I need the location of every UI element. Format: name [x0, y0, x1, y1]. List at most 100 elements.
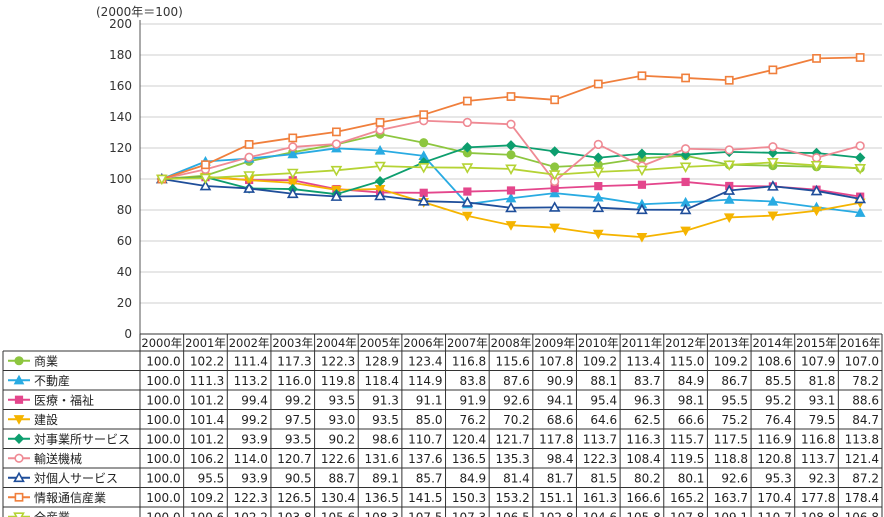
x-tick-label: 2016年: [840, 336, 881, 350]
data-label: 163.7: [714, 491, 748, 505]
data-label: 115.7: [670, 432, 704, 446]
data-table: 2000年 2001年 2002年 2003年 2004年 2005年 2006年 2007年…: [2, 333, 883, 517]
data-label: 106.5: [495, 510, 529, 517]
data-point: [374, 144, 386, 155]
data-label: 131.6: [365, 452, 399, 466]
data-label: 115.0: [670, 354, 704, 368]
data-label: 121.7: [495, 432, 529, 446]
data-point: [767, 158, 779, 169]
data-point: [419, 110, 429, 120]
data-point: [461, 163, 474, 174]
legend-label: 商業: [34, 353, 58, 368]
y-tick-label: 160: [109, 79, 132, 93]
data-label: 109.2: [714, 354, 748, 368]
data-point: [550, 95, 560, 105]
data-label: 79.5: [809, 413, 836, 427]
data-label: 122.3: [321, 354, 355, 368]
data-label: 92.6: [721, 471, 748, 485]
x-tick-label: 2008年: [491, 336, 532, 350]
data-point: [462, 96, 472, 106]
data-point: [331, 139, 342, 149]
data-point: [199, 173, 212, 185]
data-label: 64.6: [590, 413, 617, 427]
data-label: 113.8: [845, 432, 879, 446]
data-label: 118.4: [365, 374, 399, 388]
y-tick-label: 200: [109, 17, 132, 31]
x-tick-label: 2012年: [665, 336, 706, 350]
data-label: 93.9: [241, 432, 268, 446]
x-tick-label: 2013年: [709, 336, 750, 350]
data-point: [854, 207, 866, 217]
data-label: 117.5: [714, 432, 748, 446]
legend-label: 医療・福祉: [34, 392, 94, 407]
x-tick-label: 2002年: [229, 336, 270, 350]
data-label: 88.1: [590, 374, 617, 388]
x-tick-label: 2000年: [141, 336, 182, 350]
data-point: [593, 79, 603, 89]
data-point: [506, 92, 516, 101]
data-label: 166.6: [626, 491, 660, 505]
data-label: 84.9: [459, 471, 486, 485]
data-point: [549, 146, 560, 157]
data-label: 136.5: [452, 452, 486, 466]
legend-item: 不動産: [8, 373, 70, 388]
data-point: [724, 75, 734, 85]
data-point: [854, 164, 867, 175]
data-point: [505, 140, 517, 151]
data-label: 90.2: [329, 432, 356, 446]
data-point: [505, 201, 517, 213]
legend-item: 対事業所サービス: [8, 432, 130, 446]
data-label: 81.4: [503, 471, 530, 485]
data-label: 101.2: [190, 432, 224, 446]
legend-item: 輸送機械: [8, 451, 82, 466]
data-point: [723, 184, 736, 195]
data-point: [506, 186, 516, 195]
data-label: 81.8: [809, 374, 836, 388]
legend-label: 対個人サービス: [34, 471, 118, 485]
data-label: 114.9: [408, 374, 442, 388]
data-label: 122.6: [321, 452, 355, 466]
data-label: 104.6: [583, 510, 617, 517]
data-label: 107.5: [408, 510, 442, 517]
y-tick-label: 140: [109, 110, 132, 124]
legend-marker: [13, 471, 25, 483]
y-tick-label: 20: [117, 296, 132, 310]
data-label: 120.4: [452, 432, 486, 446]
data-point: [505, 221, 517, 231]
y-unit-label: (2000年＝100): [96, 5, 183, 19]
data-point: [287, 148, 299, 159]
data-point: [679, 203, 692, 215]
data-label: 88.6: [852, 393, 879, 407]
legend-label: 不動産: [34, 373, 70, 388]
data-point: [855, 53, 865, 62]
data-label: 81.7: [547, 471, 574, 485]
legend-item: 全産業: [8, 509, 70, 517]
data-label: 95.2: [765, 393, 792, 407]
data-point: [593, 139, 603, 150]
data-point: [375, 125, 385, 135]
data-label: 122.3: [234, 491, 268, 505]
data-label: 115.6: [495, 354, 529, 368]
data-point: [680, 226, 691, 237]
data-label: 126.5: [277, 491, 311, 505]
x-tick-label: 2003年: [272, 336, 313, 350]
data-point: [636, 203, 648, 215]
data-label: 95.3: [765, 471, 792, 485]
legend-marker: [14, 492, 24, 502]
x-tick-label: 2001年: [185, 336, 226, 350]
data-label: 100.0: [146, 471, 180, 485]
data-point: [419, 138, 429, 148]
data-label: 141.5: [408, 491, 442, 505]
data-point: [506, 119, 516, 129]
data-label: 136.5: [365, 491, 399, 505]
data-label: 108.8: [801, 510, 835, 517]
x-tick-label: 2010年: [578, 336, 619, 350]
data-label: 111.3: [190, 374, 224, 388]
data-label: 84.9: [678, 374, 705, 388]
data-point: [374, 175, 386, 187]
data-label: 83.8: [459, 374, 486, 388]
data-label: 113.7: [583, 432, 617, 446]
data-label: 101.4: [190, 413, 224, 427]
data-point: [637, 180, 647, 189]
